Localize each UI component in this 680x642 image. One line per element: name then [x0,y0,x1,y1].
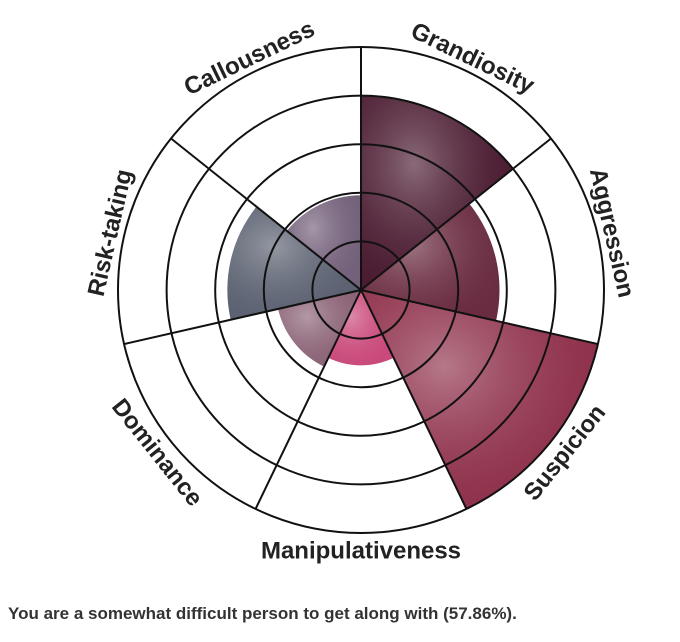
sector-shade [278,290,361,367]
result-text: You are a somewhat difficult person to g… [8,604,517,623]
divider [360,289,599,346]
category-label: Risk-taking [83,167,138,299]
category-label: Manipulativeness [261,537,461,564]
sector-shade [328,290,394,366]
divider [360,289,468,510]
sector-shade [286,195,361,290]
category-label: Dominance [106,394,208,512]
sector-shade [361,290,598,509]
divider [170,137,362,291]
divider [123,289,362,346]
sector-shade [361,203,500,321]
category-label: Aggression [584,165,640,300]
category-label: Grandiosity [407,17,539,99]
divider [254,289,362,510]
divider [360,137,552,291]
sector-shade [361,95,513,290]
chart: GrandiosityAggressionSuspicionManipulati… [83,15,640,564]
sector-shade [227,206,361,320]
category-label: Callousness [180,15,319,101]
